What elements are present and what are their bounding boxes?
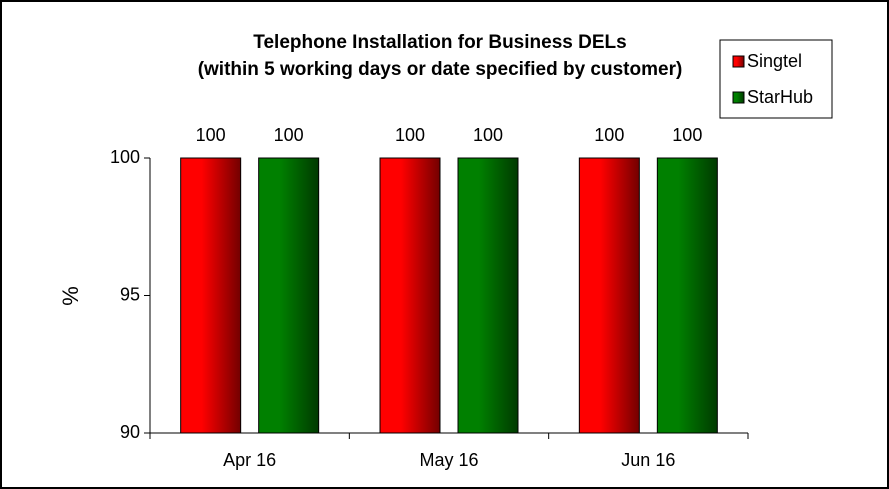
x-tick-label: Jun 16 — [621, 450, 675, 470]
bar — [656, 157, 718, 434]
bar — [180, 157, 242, 434]
data-label: 100 — [196, 125, 226, 145]
bar — [578, 157, 640, 434]
data-label: 100 — [274, 125, 304, 145]
data-label: 100 — [594, 125, 624, 145]
bar — [258, 157, 320, 434]
legend-box — [719, 39, 833, 119]
chart-subtitle: (within 5 working days or date specified… — [198, 59, 683, 80]
legend-label: StarHub — [747, 87, 813, 107]
data-label: 100 — [672, 125, 702, 145]
legend-label: Singtel — [747, 51, 802, 71]
data-label: 100 — [473, 125, 503, 145]
y-axis-label: % — [58, 286, 83, 306]
bar — [457, 157, 519, 434]
x-tick-label: May 16 — [419, 450, 478, 470]
chart-title: Telephone Installation for Business DELs — [253, 32, 626, 53]
data-label: 100 — [395, 125, 425, 145]
y-tick-label: 90 — [120, 422, 140, 442]
legend-swatch — [732, 55, 745, 68]
y-tick-label: 95 — [120, 284, 140, 304]
legend-swatch — [732, 91, 745, 104]
x-tick-label: Apr 16 — [223, 450, 276, 470]
bar — [379, 157, 441, 434]
y-tick-label: 100 — [110, 147, 140, 167]
